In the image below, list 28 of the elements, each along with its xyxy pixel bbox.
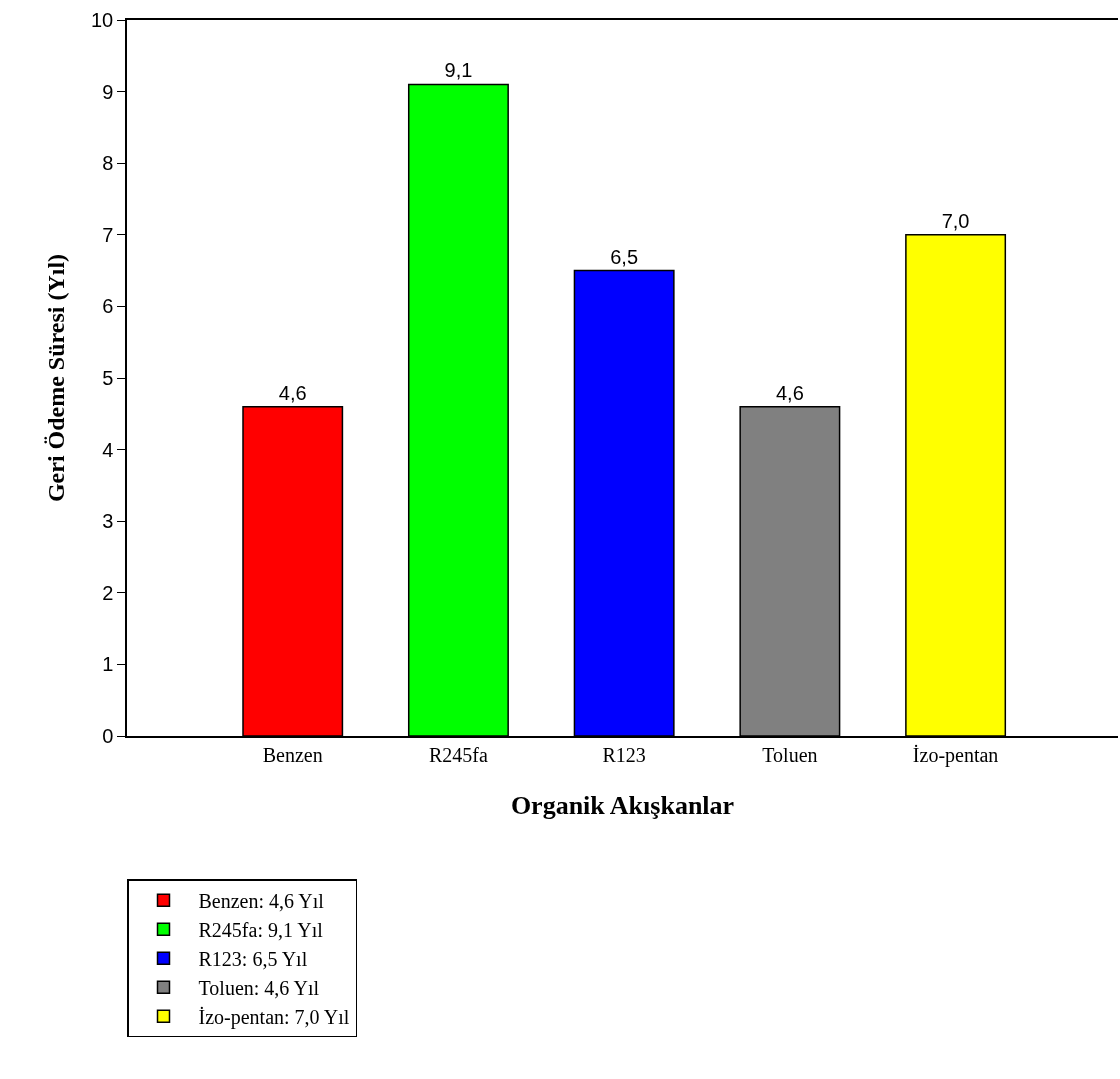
y-tick-label: 8	[102, 152, 114, 175]
data-label: 4,6	[278, 381, 307, 404]
y-tick-label: 9	[102, 80, 114, 103]
y-tick-label: 5	[102, 367, 114, 389]
x-tick-label: İzo-pentan	[912, 743, 999, 767]
x-axis-title: Organik Akışkanlar	[510, 790, 735, 820]
x-tick-label: R245fa	[428, 743, 488, 766]
y-tick-label: 2	[102, 581, 114, 604]
y-tick-label: 0	[102, 725, 114, 747]
x-tick-label: Benzen	[262, 743, 323, 766]
y-tick-label: 10	[91, 9, 114, 31]
legend-label: Benzen: 4,6 Yıl	[198, 890, 325, 912]
legend-label: R245fa: 9,1 Yıl	[198, 919, 324, 941]
x-tick-label: R123	[602, 743, 646, 766]
data-label: 4,6	[775, 381, 804, 404]
data-label: 7,0	[941, 209, 970, 232]
data-label: 6,5	[610, 245, 639, 268]
y-tick-label: 3	[102, 510, 114, 533]
legend-label: İzo-pentan: 7,0 Yıl	[198, 1006, 350, 1029]
legend-label: Toluen: 4,6 Yıl	[198, 977, 320, 999]
y-tick-label: 7	[102, 223, 114, 246]
y-tick-label: 4	[102, 438, 114, 461]
y-axis-title: Geri Ödeme Süresi (Yıl)	[42, 253, 69, 503]
legend-label: R123: 6,5 Yıl	[198, 948, 308, 970]
x-tick-label: Toluen	[762, 743, 818, 766]
y-tick-label: 6	[102, 295, 114, 318]
y-tick-label: 1	[102, 653, 114, 676]
data-label: 9,1	[444, 59, 473, 82]
